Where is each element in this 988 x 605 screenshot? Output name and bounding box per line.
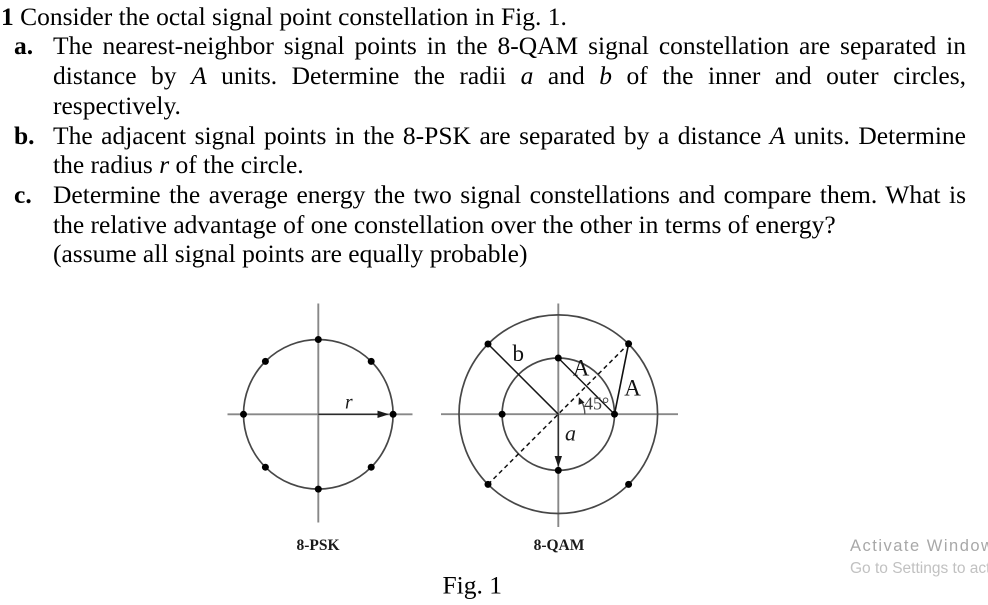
svg-text:r: r	[345, 393, 353, 414]
svg-text:45°: 45°	[584, 394, 609, 414]
svg-text:A: A	[573, 356, 590, 381]
svg-text:A: A	[624, 376, 641, 401]
svg-text:Fig. 1: Fig. 1	[443, 570, 503, 599]
svg-text:a: a	[565, 421, 576, 446]
svg-text:b: b	[513, 341, 525, 366]
svg-text:8-PSK: 8-PSK	[296, 537, 339, 554]
svg-text:8-QAM: 8-QAM	[534, 537, 585, 554]
